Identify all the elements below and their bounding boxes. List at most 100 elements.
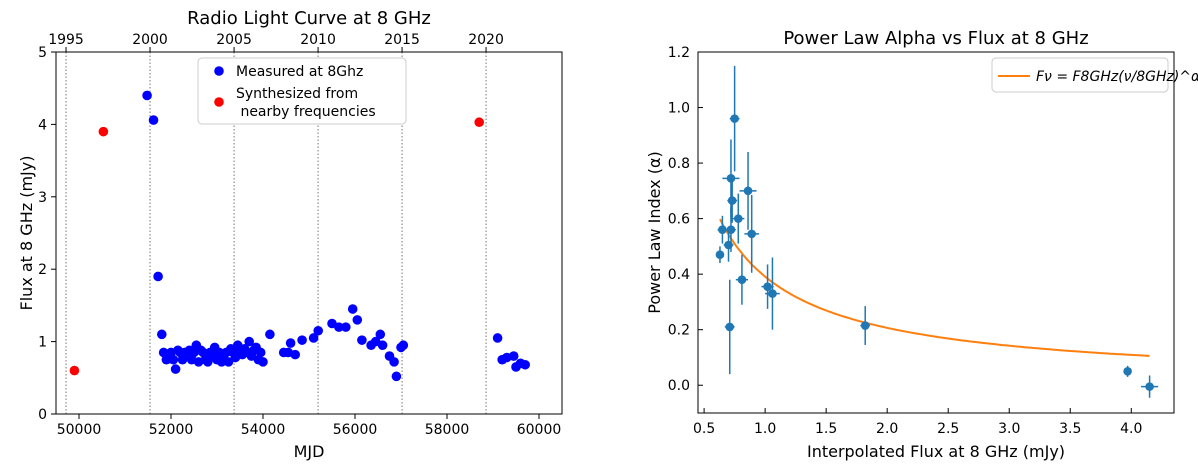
- y-tick-label: 0: [38, 407, 47, 423]
- measured-point: [290, 349, 301, 360]
- measured-point: [377, 340, 388, 351]
- measured-point: [170, 364, 181, 374]
- top-tick-label: 2015: [384, 32, 420, 48]
- point-marker: [715, 250, 725, 260]
- synthesized-point: [474, 117, 485, 128]
- y-tick-label: 3: [38, 190, 47, 206]
- measured-point: [297, 335, 307, 345]
- data-point: [722, 139, 740, 218]
- x-tick-label: 50000: [57, 422, 102, 438]
- measured-point: [168, 354, 179, 365]
- legend: Fν = F8GHz(ν/8GHz)^α: [991, 57, 1198, 93]
- legend: Measured at 8Ghz Synthesized from nearby …: [197, 57, 407, 125]
- point-marker: [726, 174, 736, 183]
- measured-point: [508, 351, 519, 361]
- point-marker: [860, 321, 870, 330]
- measured-point: [255, 347, 266, 358]
- legend-label-measured: Measured at 8Ghz: [236, 64, 363, 80]
- y-tick-label: 4: [38, 117, 47, 133]
- fit-curve: [719, 218, 1150, 357]
- point-marker: [733, 214, 743, 223]
- measured-point: [341, 322, 351, 332]
- x-axis-label: Interpolated Flux at 8 GHz (mJy): [807, 442, 1065, 461]
- plot-frame: [697, 51, 1175, 414]
- x-tick-label: 2.0: [876, 421, 898, 437]
- measured-point: [398, 340, 409, 351]
- top-tick-label: 2000: [132, 32, 168, 48]
- point-marker: [768, 289, 777, 298]
- data-point: [729, 65, 740, 172]
- y-tick-label: 1: [38, 335, 47, 351]
- x-tick-label: 54000: [241, 422, 286, 438]
- data-point: [761, 264, 774, 309]
- plot-frame: [55, 51, 563, 415]
- data-point: [765, 257, 780, 330]
- point-marker: [727, 196, 737, 205]
- measured-point: [157, 329, 167, 340]
- measured-point: [334, 322, 344, 332]
- synthesized-point: [98, 126, 109, 137]
- measured-point: [375, 329, 386, 340]
- measured-point: [520, 359, 530, 370]
- measured-point: [308, 333, 319, 343]
- legend-label-fit: Fν = F8GHz(ν/8GHz)^α: [1036, 69, 1198, 85]
- point-marker: [718, 225, 727, 235]
- y-tick-label: 1.0: [668, 101, 690, 117]
- legend-marker-synthesized: [214, 97, 224, 107]
- legend-label-line: nearby frequencies: [236, 104, 376, 120]
- measured-point: [258, 357, 268, 367]
- measured-point: [223, 357, 234, 367]
- top-tick-label: 2020: [468, 32, 504, 48]
- data-point: [717, 215, 728, 244]
- point-marker: [1145, 382, 1154, 391]
- measured-point: [244, 336, 254, 347]
- y-tick-label: 1.2: [668, 45, 690, 61]
- x-tick-label: 1.5: [815, 421, 837, 437]
- data-point: [744, 195, 760, 273]
- x-tick-label: 60000: [517, 422, 562, 438]
- measured-point: [352, 315, 363, 325]
- measured-point: [216, 357, 227, 367]
- chart-2: 0.5 1.0 1.5 2.0 2.5 3.0 3.5 4.0 0.0 0.2 0.4 0.6 0.8 1…: [645, 28, 1198, 461]
- y-tick-label: 0.0: [668, 378, 690, 394]
- point-marker: [725, 322, 735, 332]
- point-marker: [726, 225, 736, 235]
- legend-label-line: Synthesized from: [236, 86, 358, 102]
- y-tick-label: 0.2: [668, 323, 690, 339]
- point-marker: [1123, 367, 1132, 376]
- x-tick-label: 4.0: [1120, 421, 1142, 437]
- data-point: [715, 246, 725, 264]
- y-tick-label: 0.6: [668, 212, 690, 228]
- data-point: [860, 306, 871, 345]
- x-tick-label: 52000: [149, 422, 194, 438]
- x-tick-label: 1.0: [754, 421, 776, 437]
- measured-point: [492, 333, 503, 343]
- measured-point: [265, 329, 275, 340]
- data-point: [724, 279, 735, 375]
- measured-point: [313, 325, 324, 336]
- x-tick-label: 3.0: [998, 421, 1020, 437]
- y-axis-label: Flux at 8 GHz (mJy): [17, 156, 36, 311]
- y-axis-label: Power Law Index (α): [645, 151, 664, 314]
- chart-title: Power Law Alpha vs Flux at 8 GHz: [783, 28, 1088, 49]
- data-point: [1123, 365, 1132, 377]
- point-marker: [737, 275, 747, 285]
- y-tick-label: 0.4: [668, 267, 690, 283]
- x-tick-label: 0.5: [693, 421, 715, 437]
- data-point: [732, 193, 745, 244]
- data-point: [739, 151, 757, 230]
- measured-point: [389, 357, 399, 367]
- legend-box: [991, 57, 1169, 93]
- measured-point: [391, 371, 402, 382]
- y-tick-label: 5: [38, 45, 47, 61]
- measured-point: [347, 304, 358, 314]
- top-tick-label: 2010: [300, 32, 336, 48]
- top-tick-label: 1995: [48, 32, 84, 48]
- measured-point: [148, 115, 159, 125]
- synthesized-point: [69, 365, 80, 376]
- data-point: [1141, 375, 1159, 398]
- point-marker: [747, 229, 757, 239]
- x-tick-label: 56000: [333, 422, 378, 438]
